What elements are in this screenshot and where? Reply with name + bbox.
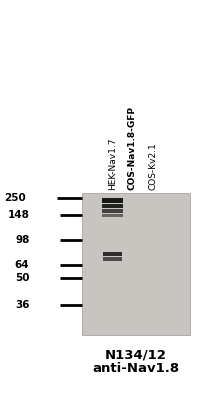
- Bar: [103, 257, 123, 261]
- Text: COS-Nav1.8-GFP: COS-Nav1.8-GFP: [128, 106, 137, 190]
- Text: 36: 36: [15, 300, 30, 310]
- Bar: [102, 204, 123, 208]
- Text: 50: 50: [15, 273, 30, 283]
- Text: HEK-Nav1.7: HEK-Nav1.7: [108, 138, 117, 190]
- Text: 250: 250: [4, 193, 26, 203]
- Text: COS-Kv2.1: COS-Kv2.1: [149, 142, 158, 190]
- Bar: [82, 193, 190, 335]
- Text: 148: 148: [8, 210, 30, 220]
- Bar: [102, 209, 123, 213]
- Text: anti-Nav1.8: anti-Nav1.8: [92, 362, 179, 375]
- Text: N134/12: N134/12: [105, 348, 167, 361]
- Text: 64: 64: [15, 260, 30, 270]
- Bar: [103, 252, 123, 256]
- Text: 98: 98: [15, 235, 30, 245]
- Bar: [102, 198, 123, 203]
- Bar: [102, 214, 123, 217]
